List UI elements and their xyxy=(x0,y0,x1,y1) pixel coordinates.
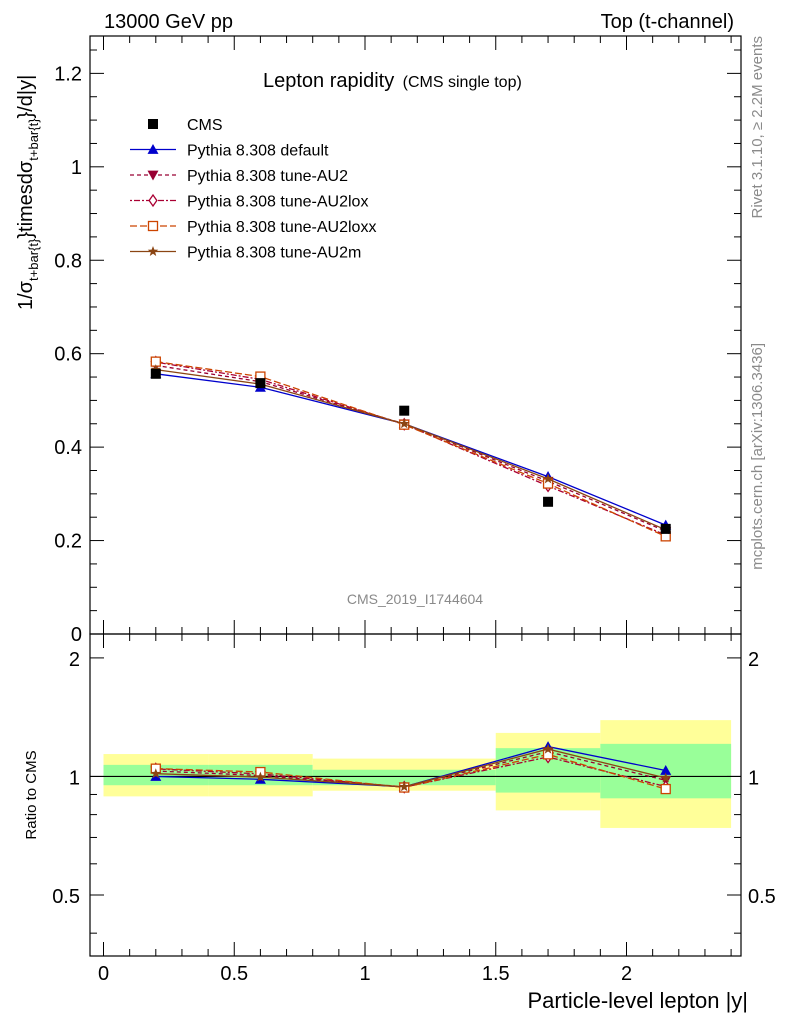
chart-title-sub: (CMS single top) xyxy=(403,74,522,91)
legend-label: Pythia 8.308 tune-AU2m xyxy=(187,245,361,262)
marker-square-open xyxy=(147,220,159,232)
marker-star xyxy=(398,781,410,792)
marker-star xyxy=(542,473,554,484)
marker-star xyxy=(542,743,554,754)
legend-label: Pythia 8.308 tune-AU2 xyxy=(187,168,348,185)
y-tick-label: 0 xyxy=(71,624,82,646)
marker-square xyxy=(148,119,158,129)
marker-star xyxy=(255,771,266,782)
series-line-3 xyxy=(155,360,666,537)
ratio-y-tick-label-right: 0.5 xyxy=(748,886,776,908)
marker-triangle-down xyxy=(147,170,159,181)
cms-point xyxy=(660,523,671,534)
x-tick-label: 0 xyxy=(98,963,109,985)
marker-diamond xyxy=(148,193,158,208)
ratio-y-tick-label: 1 xyxy=(69,767,80,789)
marker-star xyxy=(660,772,671,783)
ratio-y-tick-label: 0.5 xyxy=(52,886,80,908)
legend-label: Pythia 8.308 tune-AU2loxx xyxy=(187,219,376,236)
axes: 0 0.5 1 1.5 2 0 0.2 0.4 0.6 0.8 1 1.2 0.5 0.5 1 1 2 2 xyxy=(52,36,776,985)
legend-label: Pythia 8.308 tune-AU2lox xyxy=(187,194,368,211)
cms-point xyxy=(150,368,161,379)
y-tick-label: 1 xyxy=(71,157,82,179)
legend-label: CMS xyxy=(187,117,223,134)
marker-star xyxy=(150,768,162,779)
ratio-frame xyxy=(89,633,742,957)
cms-point xyxy=(543,496,554,507)
marker-square-open xyxy=(660,783,671,795)
main-data xyxy=(150,355,672,542)
ratio-y-axis-label: Ratio to CMS xyxy=(23,750,40,839)
ratio-y-tick-label: 2 xyxy=(69,649,80,671)
chart-title: Lepton rapidity (CMS single top) xyxy=(263,70,522,92)
ratio-data xyxy=(150,741,672,795)
ratio-y-tick-label-right: 2 xyxy=(748,649,759,671)
x-tick-label: 2 xyxy=(621,963,632,985)
x-tick-label: 1.5 xyxy=(482,963,510,985)
series-line-1 xyxy=(155,364,666,532)
x-tick-label: 0.5 xyxy=(220,963,248,985)
series-line-4 xyxy=(155,368,666,531)
marker-star xyxy=(398,418,410,429)
chart-title-main: Lepton rapidity xyxy=(263,70,394,92)
y-tick-label: 0.4 xyxy=(54,437,82,459)
y-tick-label: 1.2 xyxy=(54,63,82,85)
marker-triangle-up xyxy=(660,764,672,775)
legend-label: Pythia 8.308 default xyxy=(187,143,329,160)
y-tick-label: 0.8 xyxy=(54,250,82,272)
ratio-bands xyxy=(90,720,741,828)
cms-point xyxy=(255,378,266,389)
y-tick-label: 0.6 xyxy=(54,344,82,366)
marker-star xyxy=(147,246,159,256)
ratio-y-tick-label-right: 1 xyxy=(748,767,759,789)
legend: CMS Pythia 8.308 default Pythia 8.308 tune… xyxy=(130,117,376,262)
cms-point xyxy=(399,405,410,416)
rivet-label: Rivet 3.1.10, ≥ 2.2M events xyxy=(749,36,766,219)
y-tick-label: 0.2 xyxy=(54,531,82,553)
x-tick-label: 1 xyxy=(359,963,370,985)
mcplots-label: mcplots.cern.ch [arXiv:1306.3436] xyxy=(749,343,766,570)
header-right: Top (t-channel) xyxy=(601,11,734,33)
x-axis-label: Particle-level lepton |y| xyxy=(527,988,748,1013)
watermark: CMS_2019_I1744604 xyxy=(347,591,483,607)
y-axis-label: 1/σt+bar{t}}timesdσt+bar{t}}/d|y| xyxy=(15,75,41,310)
marker-triangle-up xyxy=(147,144,159,154)
header-left: 13000 GeV pp xyxy=(104,11,233,33)
series-line-2 xyxy=(155,361,666,536)
